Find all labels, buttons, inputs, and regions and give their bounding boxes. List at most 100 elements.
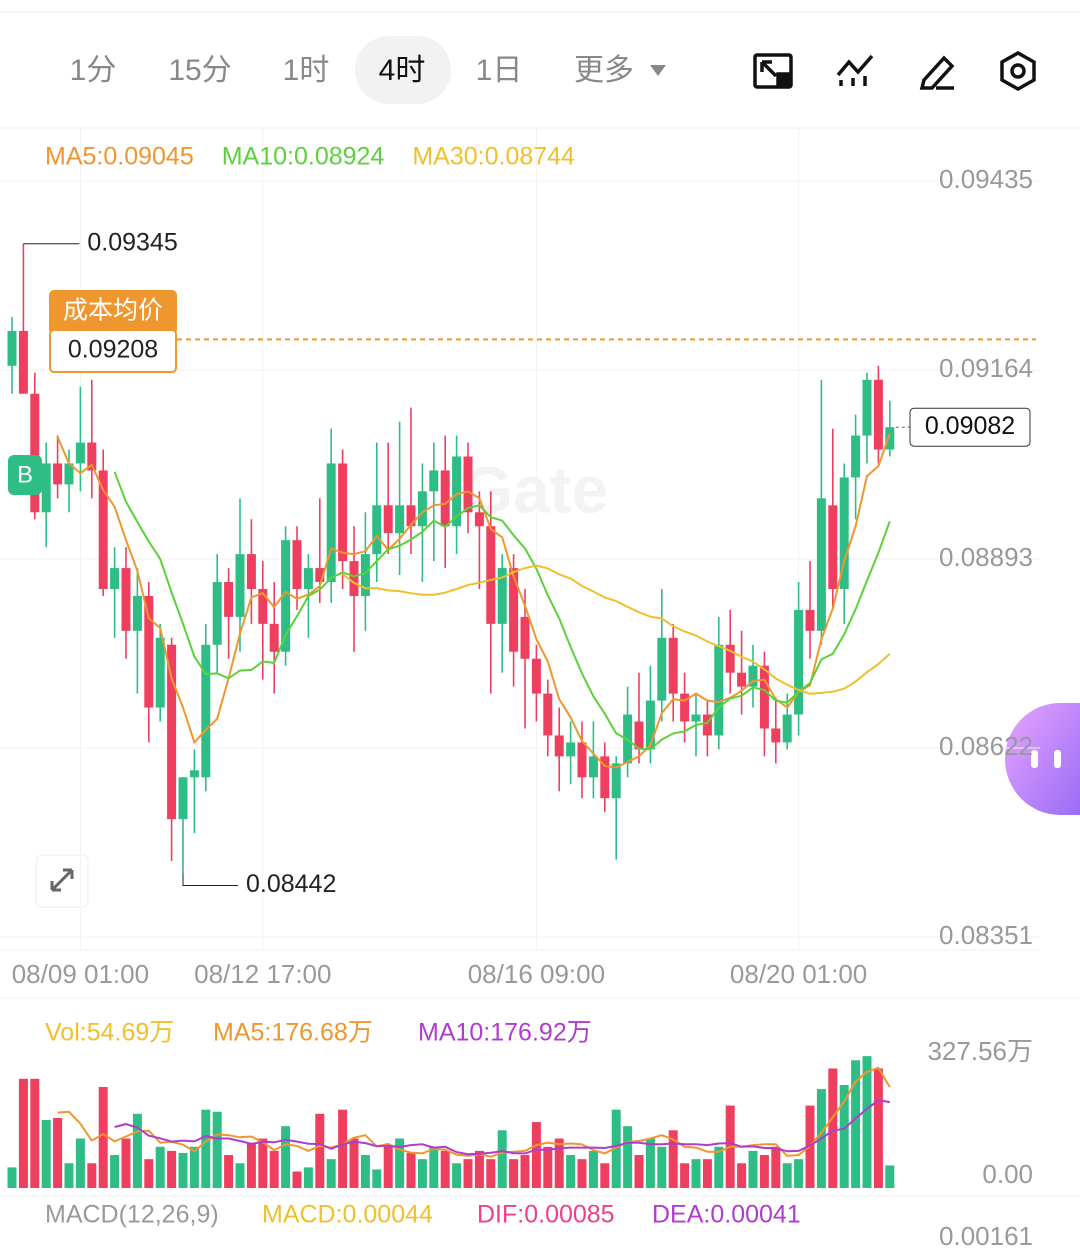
candle-body xyxy=(246,554,256,589)
volume-bar xyxy=(64,1163,74,1188)
volume-bar xyxy=(121,1138,131,1188)
volume-bar xyxy=(509,1159,519,1188)
volume-bar xyxy=(873,1068,883,1188)
volume-bar xyxy=(737,1163,747,1188)
volume-bar xyxy=(269,1150,279,1188)
volume-bar xyxy=(258,1138,268,1188)
candle-body xyxy=(64,463,74,485)
toolbar-icons xyxy=(753,50,1036,92)
timeframe-tab[interactable]: 1日 xyxy=(476,54,523,87)
volume-bar xyxy=(326,1159,336,1188)
candle-body xyxy=(543,693,553,736)
volume-bar xyxy=(680,1163,690,1188)
more-caret[interactable] xyxy=(650,65,666,76)
candle-body xyxy=(645,700,655,750)
volume-bar xyxy=(372,1169,382,1188)
volume-bar xyxy=(132,1113,142,1188)
fab-icon xyxy=(1054,750,1061,768)
low-pointer xyxy=(182,873,238,887)
candle-body xyxy=(839,477,849,589)
candle-body xyxy=(395,505,405,534)
candle-body xyxy=(429,470,439,492)
volume-bar xyxy=(303,1167,313,1188)
chart-layer: 1分 15分 1时 4时 1日 更多 0.09435 0.09164 0.08893 0.0862… xyxy=(0,54,1040,1251)
timeframe-tab[interactable]: 更多 xyxy=(574,54,634,87)
candle-body xyxy=(463,456,473,513)
volume-bar xyxy=(315,1113,325,1188)
candle-body xyxy=(873,379,883,450)
volume-bar xyxy=(98,1087,108,1188)
volume-bar xyxy=(201,1109,211,1188)
candle-body xyxy=(132,595,142,631)
candle-body xyxy=(144,595,154,708)
timeframe-tab[interactable]: 15分 xyxy=(168,54,231,87)
candle-body xyxy=(121,568,131,631)
candle-body xyxy=(851,435,861,478)
icon-indicator[interactable] xyxy=(836,54,874,86)
volume-bar xyxy=(452,1163,462,1188)
macd-legend: DIF:0.00085 xyxy=(477,1201,615,1229)
icon-settings[interactable] xyxy=(1000,50,1036,92)
buy-badge xyxy=(8,455,42,495)
y-tick-label: 0.08351 xyxy=(939,920,1033,950)
candle-body xyxy=(212,582,222,645)
volume-bar xyxy=(246,1142,256,1188)
candle-body xyxy=(862,379,872,436)
floating-button[interactable] xyxy=(1005,703,1080,815)
volume-bar xyxy=(18,1078,28,1188)
volume-bar xyxy=(281,1126,291,1188)
timeframe-tab[interactable]: 4时 xyxy=(379,54,426,87)
volume-bar xyxy=(759,1155,769,1188)
candle-body xyxy=(554,735,564,757)
volume-bar xyxy=(189,1146,199,1188)
candle-body xyxy=(828,505,838,589)
volume-bar xyxy=(53,1117,63,1188)
icon-fullscreen[interactable] xyxy=(753,53,793,89)
volume-bar xyxy=(292,1171,302,1188)
volume-bar xyxy=(167,1150,177,1188)
volume-bar xyxy=(224,1155,234,1188)
y-tick-label: 0.09435 xyxy=(939,164,1033,194)
timeframe-tab[interactable]: 1时 xyxy=(283,54,330,87)
candle-body xyxy=(440,470,450,527)
candle-body xyxy=(360,554,370,596)
candle-body xyxy=(588,756,598,778)
timeframe-tab[interactable]: 1分 xyxy=(70,54,117,87)
icon-draw[interactable] xyxy=(919,55,955,90)
volume-bar xyxy=(360,1155,370,1188)
x-tick-label: 08/12 17:00 xyxy=(194,959,331,989)
candle-body xyxy=(30,393,40,513)
volume-bar xyxy=(543,1146,553,1188)
candle-body xyxy=(7,330,17,366)
volume-bar xyxy=(417,1159,427,1188)
cost-badge-value: 0.09208 xyxy=(68,336,158,364)
volume-bar xyxy=(7,1167,17,1188)
x-tick-label: 08/20 01:00 xyxy=(730,959,867,989)
macd-legend: DEA:0.00041 xyxy=(652,1201,801,1229)
candle-body xyxy=(668,637,678,694)
volume-bar xyxy=(702,1159,712,1188)
volume-bar xyxy=(474,1150,484,1188)
ma-legend: MA10:176.92万 xyxy=(418,1019,592,1047)
candle-body xyxy=(577,742,587,778)
cost-badge-title: 成本均价 xyxy=(63,297,163,325)
candle-body xyxy=(189,770,199,778)
low-label: 0.08442 xyxy=(246,870,336,898)
candle-body xyxy=(771,728,781,743)
candle-body xyxy=(782,714,792,743)
candle-body xyxy=(566,742,576,757)
volume-bar xyxy=(862,1056,872,1188)
y-tick-label: 0.09164 xyxy=(939,353,1033,383)
candle-body xyxy=(759,665,769,729)
volume-bar xyxy=(429,1146,439,1188)
candle-body xyxy=(201,644,211,778)
candle-body xyxy=(794,609,804,715)
y-tick-label: 0.00 xyxy=(982,1159,1033,1189)
volume-bar xyxy=(463,1159,473,1188)
candle-body xyxy=(178,777,188,820)
candle-body xyxy=(372,505,382,555)
macd-legend: MACD(12,26,9) xyxy=(45,1201,219,1229)
candle-body xyxy=(281,540,291,652)
candle-body xyxy=(452,456,462,527)
